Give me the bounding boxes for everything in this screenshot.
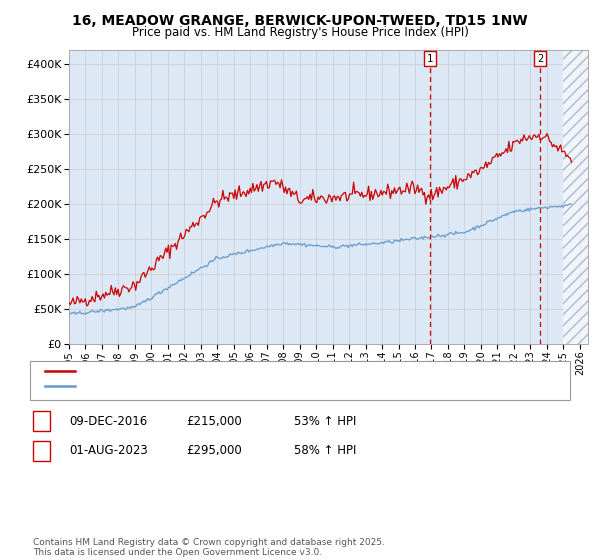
Text: 16, MEADOW GRANGE, BERWICK-UPON-TWEED, TD15 1NW: 16, MEADOW GRANGE, BERWICK-UPON-TWEED, T… [72,14,528,28]
Text: 01-AUG-2023: 01-AUG-2023 [69,444,148,458]
Text: Price paid vs. HM Land Registry's House Price Index (HPI): Price paid vs. HM Land Registry's House … [131,26,469,39]
Text: Contains HM Land Registry data © Crown copyright and database right 2025.
This d: Contains HM Land Registry data © Crown c… [33,538,385,557]
Text: HPI: Average price, semi-detached house, Northumberland: HPI: Average price, semi-detached house,… [80,381,409,391]
Text: 2: 2 [38,444,45,458]
Text: £295,000: £295,000 [186,444,242,458]
Bar [563,50,588,344]
Text: 1: 1 [427,54,433,64]
Text: 58% ↑ HPI: 58% ↑ HPI [294,444,356,458]
Text: 1: 1 [38,414,45,428]
Text: £215,000: £215,000 [186,414,242,428]
Text: 2: 2 [537,54,543,64]
Text: 09-DEC-2016: 09-DEC-2016 [69,414,147,428]
Bar [563,50,588,344]
Text: 53% ↑ HPI: 53% ↑ HPI [294,414,356,428]
Text: 16, MEADOW GRANGE, BERWICK-UPON-TWEED, TD15 1NW (semi-detached house): 16, MEADOW GRANGE, BERWICK-UPON-TWEED, T… [80,366,539,376]
